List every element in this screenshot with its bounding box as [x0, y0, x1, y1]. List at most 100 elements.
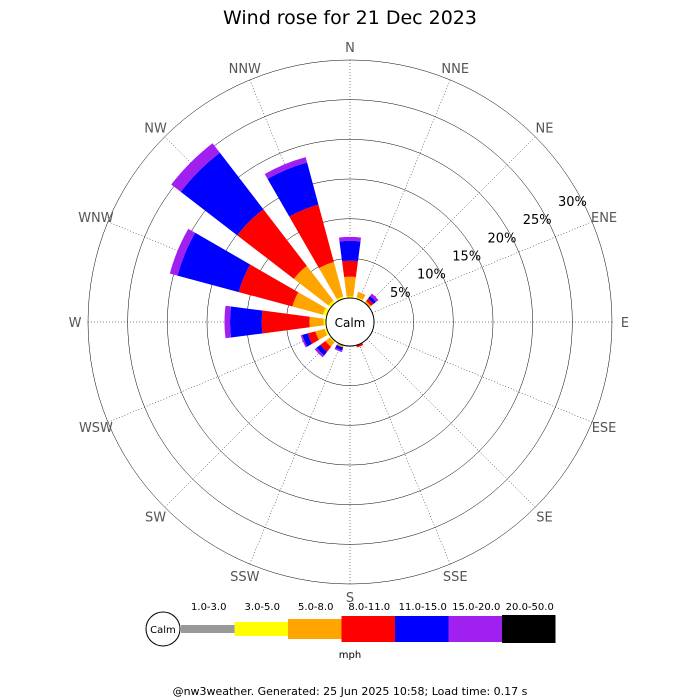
- direction-label-ne: NE: [535, 122, 553, 137]
- bar-wnw-15.0-20.0: [169, 228, 196, 276]
- bar-sse-8.0-11.0: [356, 342, 364, 348]
- grid-circle: [167, 139, 533, 505]
- bar-nnw-3.0-5.0: [336, 296, 344, 302]
- bar-n-15.0-20.0: [338, 236, 362, 242]
- legend-calm-circle: [145, 611, 181, 647]
- legend-swatch-3.0-5.0: [234, 622, 288, 636]
- bar-wsw-15.0-20.0: [300, 334, 308, 348]
- direction-label-ese: ESE: [592, 421, 617, 436]
- bar-w-5.0-8.0: [309, 316, 324, 328]
- bar-ne-5.0-8.0: [364, 301, 371, 308]
- bar-n-11.0-15.0: [339, 240, 361, 262]
- direction-label-wnw: WNW: [78, 211, 114, 226]
- bar-wnw-8.0-11.0: [238, 264, 299, 307]
- direction-label-w: W: [69, 316, 82, 331]
- legend-label-3.0-5.0: 3.0-5.0: [245, 602, 280, 613]
- legend-calm-label: Calm: [150, 625, 176, 636]
- bar-sw-5.0-8.0: [325, 337, 335, 347]
- bar-nw-15.0-20.0: [171, 143, 220, 192]
- calm-circle: [325, 297, 375, 347]
- direction-label-sse: SSE: [443, 570, 468, 585]
- percent-label: 30%: [558, 195, 587, 210]
- direction-label-nw: NW: [144, 122, 167, 137]
- direction-label-n: N: [345, 41, 355, 56]
- legend-swatch-1.0-3.0: [181, 625, 235, 633]
- spoke-se: [366, 338, 536, 508]
- direction-labels: N NNE NE ENE E ESE SE SSE S SSW SW WSW W WNW NW NNW: [69, 41, 630, 606]
- bar-wsw-8.0-11.0: [307, 331, 319, 344]
- spoke-sse: [358, 344, 451, 565]
- bar-wnw-3.0-5.0: [322, 308, 330, 316]
- percent-label: 20%: [487, 231, 516, 246]
- spoke-ese: [372, 330, 593, 423]
- legend-label-15.0-20.0: 15.0-20.0: [452, 602, 500, 613]
- direction-label-wsw: WSW: [79, 421, 113, 436]
- bar-ne-8.0-11.0: [366, 298, 374, 306]
- bar-nnw-8.0-11.0: [289, 204, 334, 269]
- legend-swatch-8.0-11.0: [341, 616, 395, 642]
- direction-label-nnw: NNW: [229, 62, 261, 77]
- legend-label-5.0-8.0: 5.0-8.0: [298, 602, 333, 613]
- percent-labels: 5% 10% 15% 20% 25% 30%: [390, 195, 587, 301]
- direction-label-s: S: [346, 591, 354, 606]
- bar-nnw-15.0-20.0: [264, 157, 308, 179]
- bar-ssw-11.0-15.0: [335, 344, 344, 351]
- bar-nw-5.0-8.0: [293, 265, 334, 306]
- percent-label: 15%: [452, 249, 481, 264]
- direction-label-ene: ENE: [591, 211, 617, 226]
- calm-circle-group: Calm: [325, 297, 375, 347]
- direction-label-ssw: SSW: [230, 570, 260, 585]
- bar-sw-15.0-20.0: [314, 347, 325, 358]
- bar-nnw-11.0-15.0: [267, 162, 319, 217]
- legend-label-1.0-3.0: 1.0-3.0: [191, 602, 226, 613]
- bar-ssw-15.0-20.0: [334, 347, 343, 353]
- legend: Calm 1.0-3.0 3.0-5.0 5.0-8.0 8.0-11.0 11.0-15…: [145, 602, 556, 661]
- chart-title: Wind rose for 21 Dec 2023: [223, 7, 477, 29]
- legend-label-8.0-11.0: 8.0-11.0: [348, 602, 390, 613]
- bar-w-15.0-20.0: [224, 305, 232, 339]
- percent-label: 10%: [417, 268, 446, 283]
- bar-n-5.0-8.0: [344, 276, 356, 297]
- bar-ne-15.0-20.0: [369, 293, 379, 303]
- bar-sw-11.0-15.0: [316, 344, 328, 356]
- legend-unit-label: mph: [339, 650, 361, 661]
- bar-w-8.0-11.0: [261, 310, 310, 334]
- bar-wsw-3.0-5.0: [324, 328, 330, 336]
- calm-label: Calm: [335, 316, 366, 330]
- spoke-nne: [358, 79, 451, 300]
- bar-n-8.0-11.0: [342, 260, 358, 277]
- direction-label-nne: NNE: [441, 62, 469, 77]
- legend-swatch-11.0-15.0: [395, 616, 449, 642]
- bar-ssw-5.0-8.0: [336, 342, 344, 348]
- spoke-ene: [372, 221, 593, 314]
- direction-label-e: E: [621, 316, 629, 331]
- bar-nw-8.0-11.0: [237, 209, 307, 279]
- bar-w-3.0-5.0: [323, 318, 327, 326]
- spoke-ne: [366, 136, 536, 306]
- bar-wsw-5.0-8.0: [315, 328, 328, 340]
- bar-ne-11.0-15.0: [368, 296, 376, 304]
- footer-text: @nw3weather. Generated: 25 Jun 2025 10:5…: [173, 685, 528, 698]
- bar-sw-8.0-11.0: [320, 340, 332, 352]
- spoke-wsw: [107, 330, 328, 423]
- grid-circle: [206, 178, 494, 466]
- percent-label: 25%: [523, 213, 552, 228]
- bar-wnw-11.0-15.0: [177, 232, 251, 293]
- bar-nw-11.0-15.0: [180, 152, 264, 236]
- bar-nw-3.0-5.0: [328, 300, 336, 308]
- percent-label: 5%: [390, 286, 411, 301]
- wind-bars: [169, 143, 379, 358]
- direction-label-sw: SW: [145, 510, 166, 525]
- bar-wnw-5.0-8.0: [292, 292, 326, 315]
- bar-sw-3.0-5.0: [329, 336, 336, 343]
- spoke-sw: [164, 338, 334, 508]
- direction-label-se: SE: [536, 510, 552, 525]
- legend-swatch-5.0-8.0: [288, 619, 342, 639]
- bar-nne-5.0-8.0: [356, 291, 366, 300]
- bar-w-11.0-15.0: [230, 306, 263, 338]
- legend-label-20.0-50.0: 20.0-50.0: [506, 602, 554, 613]
- legend-label-11.0-15.0: 11.0-15.0: [399, 602, 447, 613]
- bar-nnw-5.0-8.0: [319, 262, 344, 300]
- bar-wsw-11.0-15.0: [302, 333, 313, 347]
